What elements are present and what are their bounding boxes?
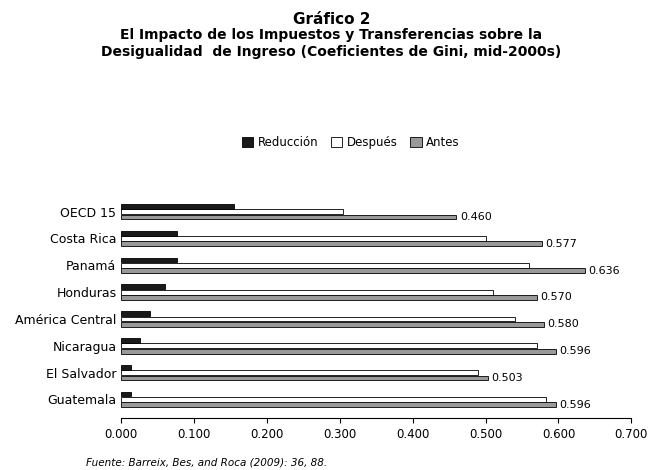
- Text: 0.460: 0.460: [460, 212, 492, 222]
- Legend: Reducción, Después, Antes: Reducción, Después, Antes: [237, 131, 465, 154]
- Bar: [121, 392, 131, 397]
- Text: 0.580: 0.580: [548, 319, 579, 329]
- Bar: [121, 349, 556, 353]
- Text: 0.636: 0.636: [588, 266, 620, 275]
- Text: Fuente: Barreix, Bes, and Roca (2009): 36, 88.: Fuente: Barreix, Bes, and Roca (2009): 3…: [86, 458, 328, 468]
- Text: 0.503: 0.503: [491, 373, 523, 383]
- Bar: [121, 370, 478, 375]
- Text: 0.570: 0.570: [540, 292, 572, 303]
- Bar: [121, 209, 343, 214]
- Bar: [121, 365, 131, 369]
- Text: 0.577: 0.577: [546, 239, 577, 249]
- Text: 0.596: 0.596: [559, 346, 591, 356]
- Bar: [121, 284, 165, 289]
- Bar: [121, 376, 488, 380]
- Bar: [121, 258, 176, 262]
- Bar: [121, 322, 544, 327]
- Bar: [121, 204, 234, 209]
- Text: El Impacto de los Impuestos y Transferencias sobre la: El Impacto de los Impuestos y Transferen…: [121, 28, 542, 42]
- Bar: [121, 344, 536, 348]
- Bar: [121, 295, 536, 300]
- Bar: [121, 263, 529, 268]
- Bar: [121, 290, 493, 295]
- Bar: [121, 338, 140, 343]
- Bar: [121, 402, 556, 407]
- Text: Gráfico 2: Gráfico 2: [293, 12, 370, 27]
- Bar: [121, 311, 151, 316]
- Bar: [121, 215, 456, 219]
- Bar: [121, 231, 177, 235]
- Text: Desigualidad  de Ingreso (Coeficientes de Gini, mid-2000s): Desigualidad de Ingreso (Coeficientes de…: [101, 45, 562, 59]
- Text: 0.596: 0.596: [559, 400, 591, 410]
- Bar: [121, 268, 585, 273]
- Bar: [121, 316, 514, 321]
- Bar: [121, 236, 485, 241]
- Bar: [121, 242, 542, 246]
- Bar: [121, 397, 546, 402]
